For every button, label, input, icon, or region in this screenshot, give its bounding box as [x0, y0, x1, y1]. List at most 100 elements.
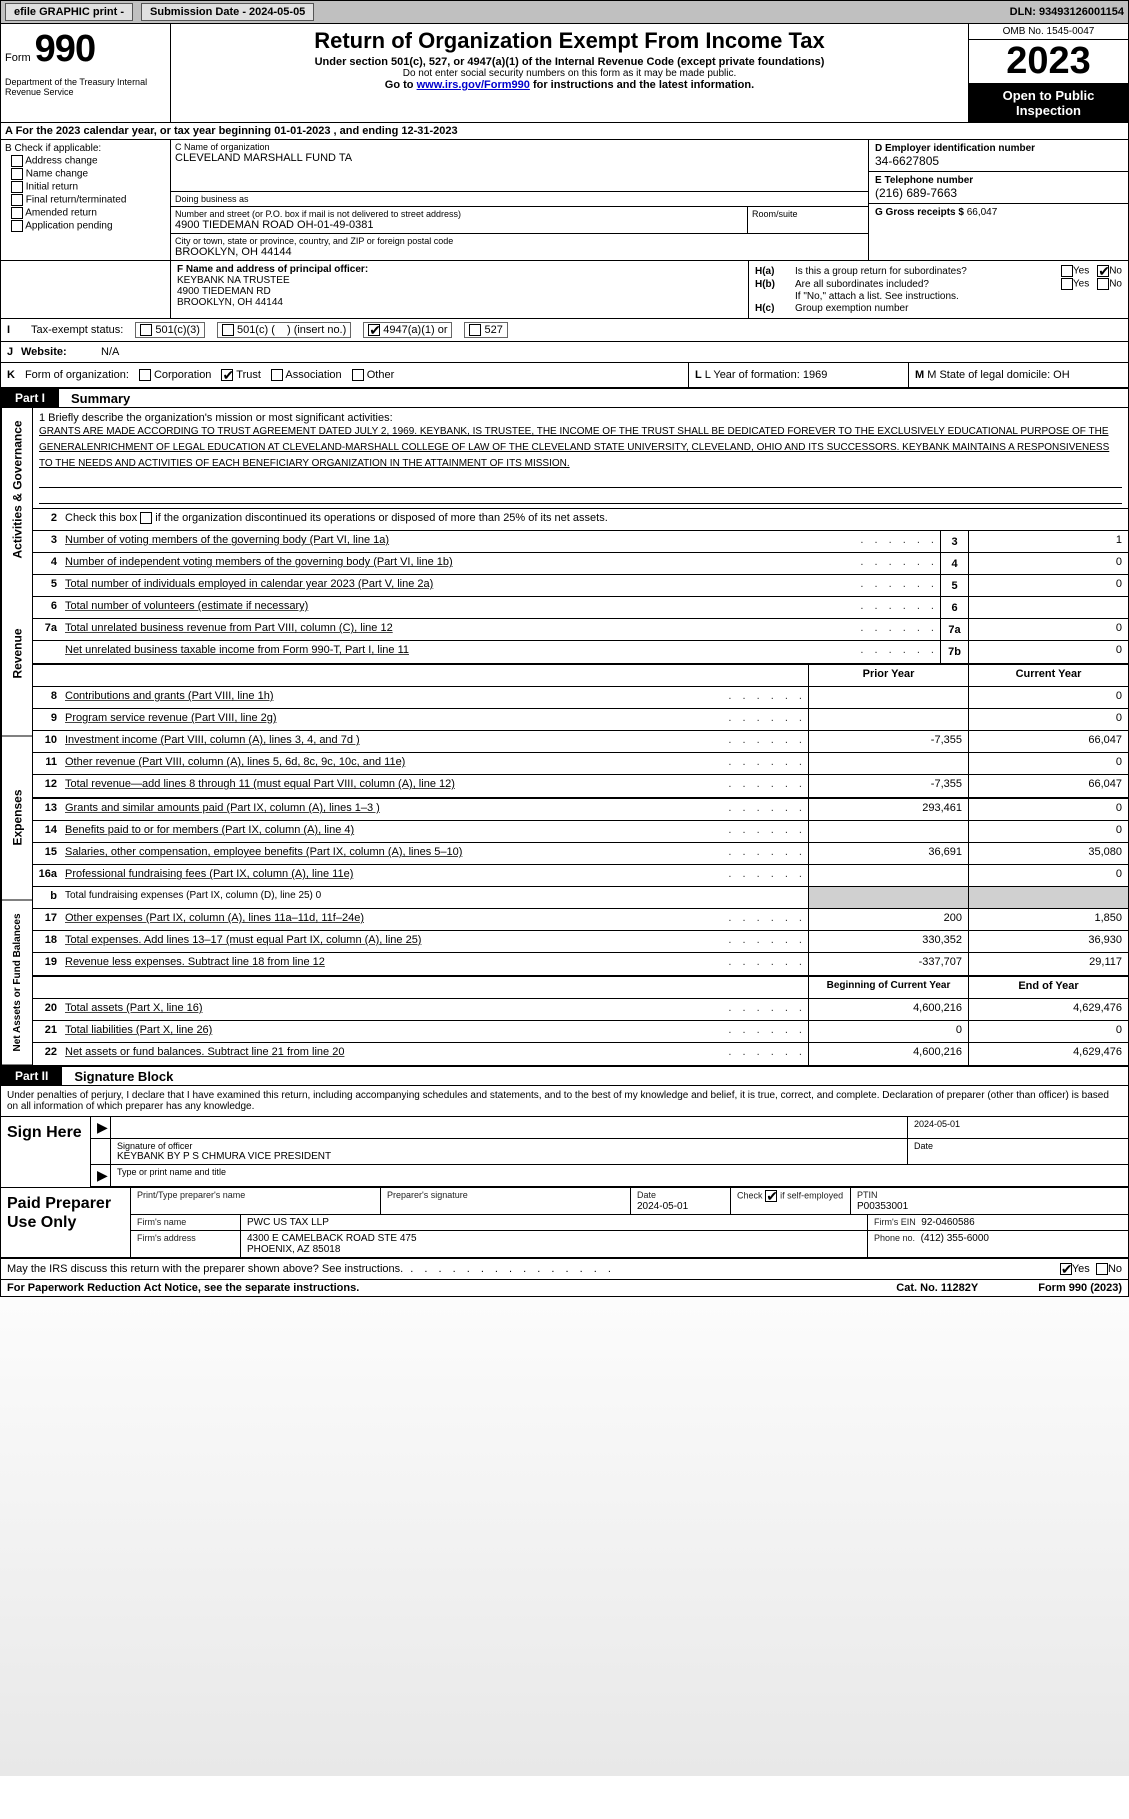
part-ii-header: Part II Signature Block — [1, 1067, 1128, 1086]
row-i-tax-status: I Tax-exempt status: 501(c)(3) 501(c) ( … — [1, 319, 1128, 342]
firm-addr2: PHOENIX, AZ 85018 — [247, 1244, 340, 1255]
cb-application-pending[interactable]: Application pending — [11, 220, 166, 232]
gov-line-7a: 7a Total unrelated business revenue from… — [33, 619, 1128, 641]
cb-trust[interactable] — [221, 369, 233, 381]
cb-amended-return[interactable]: Amended return — [11, 207, 166, 219]
firm-addr1: 4300 E CAMELBACK ROAD STE 475 — [247, 1233, 417, 1244]
sign-here-label: Sign Here — [1, 1117, 91, 1187]
website-value: N/A — [101, 346, 119, 358]
form-number: 990 — [35, 28, 95, 71]
vtab-activities: Activities & Governance — [1, 408, 33, 572]
footer-row: For Paperwork Reduction Act Notice, see … — [1, 1280, 1128, 1296]
hc-text: Group exemption number — [795, 303, 908, 314]
exp-line-18: 18 Total expenses. Add lines 13–17 (must… — [33, 931, 1128, 953]
signature-perjury-text: Under penalties of perjury, I declare th… — [1, 1086, 1128, 1117]
rev-line-11: 11 Other revenue (Part VIII, column (A),… — [33, 753, 1128, 775]
arrow-icon: ▶ — [91, 1117, 111, 1138]
exp-line-17: 17 Other expenses (Part IX, column (A), … — [33, 909, 1128, 931]
sig-date-top: 2024-05-01 — [908, 1117, 1128, 1138]
net-line-20: 20 Total assets (Part X, line 16). . . .… — [33, 999, 1128, 1021]
omb-number: OMB No. 1545-0047 — [969, 24, 1128, 40]
rev-line-10: 10 Investment income (Part VIII, column … — [33, 731, 1128, 753]
form-subtitle-2: Do not enter social security numbers on … — [179, 68, 960, 79]
cb-self-employed[interactable] — [765, 1190, 777, 1202]
cb-discuss-no[interactable] — [1096, 1263, 1108, 1275]
vtab-expenses: Expenses — [1, 736, 33, 901]
cb-initial-return[interactable]: Initial return — [11, 181, 166, 193]
efile-print-button[interactable]: efile GRAPHIC print - — [5, 3, 133, 21]
cb-address-change[interactable]: Address change — [11, 155, 166, 167]
ha-no-checkbox[interactable] — [1097, 265, 1109, 277]
lower-image-region — [0, 1296, 1129, 1776]
cb-501c3[interactable]: 501(c)(3) — [135, 322, 205, 338]
hb-note: If "No," attach a list. See instructions… — [795, 291, 959, 302]
goto-pre: Go to — [385, 79, 417, 91]
row-a-tax-year: A For the 2023 calendar year, or tax yea… — [1, 123, 1128, 140]
irs-discuss-row: May the IRS discuss this return with the… — [1, 1259, 1128, 1280]
net-line-21: 21 Total liabilities (Part X, line 26). … — [33, 1021, 1128, 1043]
firm-phone: (412) 355-6000 — [921, 1233, 989, 1244]
cb-discuss-yes[interactable] — [1060, 1263, 1072, 1275]
form-title: Return of Organization Exempt From Incom… — [179, 28, 960, 54]
addr-label: Number and street (or P.O. box if mail i… — [175, 209, 743, 219]
sig-type-label: Type or print name and title — [111, 1165, 1128, 1186]
gross-label: G Gross receipts $ — [875, 207, 964, 218]
goto-post: for instructions and the latest informat… — [533, 79, 754, 91]
cb-name-change[interactable]: Name change — [11, 168, 166, 180]
irs-link[interactable]: www.irs.gov/Form990 — [417, 79, 530, 91]
form-header: Form 990 Department of the Treasury Inte… — [1, 24, 1128, 123]
form-subtitle-1: Under section 501(c), 527, or 4947(a)(1)… — [179, 56, 960, 68]
submission-date-badge: Submission Date - 2024-05-05 — [141, 3, 314, 21]
row-k-form-of-org: K Form of organization: Corporation Trus… — [1, 363, 1128, 389]
firm-name: PWC US TAX LLP — [241, 1215, 868, 1230]
org-name: CLEVELAND MARSHALL FUND TA — [175, 152, 864, 164]
ha-text: Is this a group return for subordinates? — [795, 266, 1053, 277]
cb-527[interactable]: 527 — [464, 322, 507, 338]
state-domicile: M State of legal domicile: OH — [927, 369, 1069, 381]
gov-line-5: 5 Total number of individuals employed i… — [33, 575, 1128, 597]
form-word: Form — [5, 52, 31, 64]
cat-number: Cat. No. 11282Y — [896, 1282, 978, 1294]
ein-value: 34-6627805 — [875, 154, 1122, 168]
block-h: H(a) Is this a group return for subordin… — [748, 261, 1128, 318]
sig-officer-name: KEYBANK BY P S CHMURA VICE PRESIDENT — [117, 1151, 901, 1162]
exp-line-13: 13 Grants and similar amounts paid (Part… — [33, 799, 1128, 821]
gov-line-6: 6 Total number of volunteers (estimate i… — [33, 597, 1128, 619]
form-footer: Form 990 (2023) — [1038, 1282, 1122, 1294]
prep-ptin: P00353001 — [857, 1201, 908, 1212]
room-suite-label: Room/suite — [748, 207, 868, 233]
city-label: City or town, state or province, country… — [175, 236, 864, 246]
hb-tag: H(b) — [755, 279, 787, 290]
dba-label: Doing business as — [171, 192, 868, 207]
cb-501c[interactable]: 501(c) ( ) (insert no.) — [217, 322, 351, 338]
rev-line-8: 8 Contributions and grants (Part VIII, l… — [33, 687, 1128, 709]
officer-header: F Name and address of principal officer: — [177, 264, 742, 275]
tel-label: E Telephone number — [875, 175, 1122, 186]
addr-value: 4900 TIEDEMAN ROAD OH-01-49-0381 — [175, 219, 743, 231]
officer-line3: BROOKLYN, OH 44144 — [177, 297, 742, 308]
hb-text: Are all subordinates included? — [795, 279, 1053, 290]
block-f-officer: F Name and address of principal officer:… — [171, 261, 748, 318]
officer-line1: KEYBANK NA TRUSTEE — [177, 275, 742, 286]
vtab-net-assets: Net Assets or Fund Balances — [1, 901, 33, 1066]
gov-line-2: 2 Check this box if the organization dis… — [33, 509, 1128, 531]
cb-4947[interactable]: 4947(a)(1) or — [363, 322, 452, 338]
year-formation: L Year of formation: 1969 — [705, 369, 828, 381]
gov-line-4: 4 Number of independent voting members o… — [33, 553, 1128, 575]
ha-tag: H(a) — [755, 266, 787, 277]
sig-officer-label: Signature of officer — [117, 1141, 901, 1151]
row-j-website: J Website: N/A — [1, 342, 1128, 363]
sig-date-label: Date — [908, 1139, 1128, 1164]
firm-ein: 92-0460586 — [921, 1217, 974, 1228]
col-b-checkboxes: B Check if applicable: Address change Na… — [1, 140, 171, 260]
col-b-header: B Check if applicable: — [5, 143, 166, 154]
col-c-org-info: C Name of organization CLEVELAND MARSHAL… — [171, 140, 868, 260]
officer-line2: 4900 TIEDEMAN RD — [177, 286, 742, 297]
cb-final-return[interactable]: Final return/terminated — [11, 194, 166, 206]
tel-value: (216) 689-7663 — [875, 186, 1122, 200]
ein-label: D Employer identification number — [875, 143, 1122, 154]
org-name-label: C Name of organization — [175, 142, 864, 152]
city-value: BROOKLYN, OH 44144 — [175, 246, 864, 258]
hc-tag: H(c) — [755, 303, 787, 314]
dept-label: Department of the Treasury Internal Reve… — [5, 77, 166, 97]
